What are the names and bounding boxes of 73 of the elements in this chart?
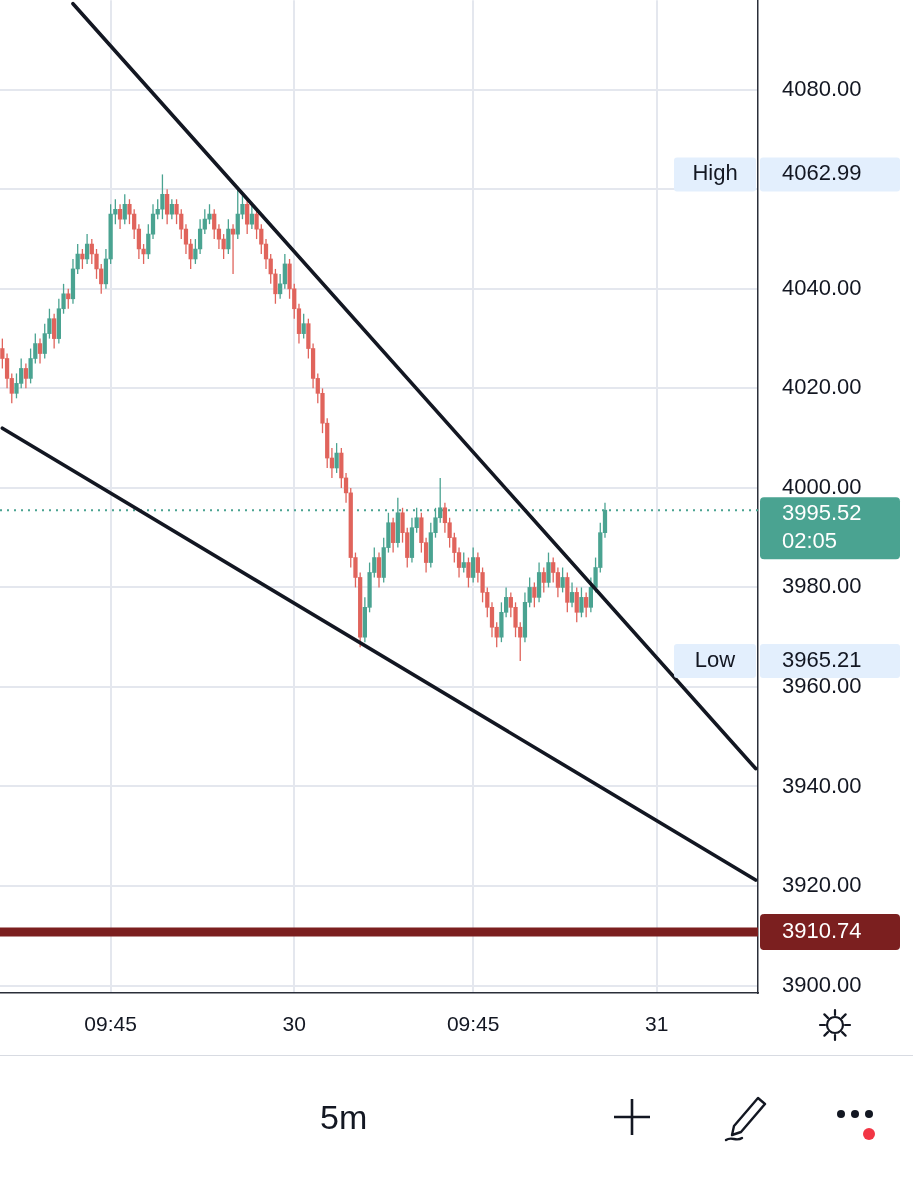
candlestick [160,173,165,220]
candlestick [584,591,589,618]
candlestick [169,198,174,220]
y-tick-label: 3940.00 [782,772,862,798]
candlestick [23,362,29,390]
text: 3965.21 [782,647,862,673]
y-tick-label: 4080.00 [782,75,862,101]
candlestick [471,546,476,584]
candlestick [273,268,278,305]
candlestick [555,566,561,599]
x-tick-label: 31 [645,1012,669,1036]
ref-line-label: 3995.52 [782,500,862,526]
candlestick [37,337,43,365]
y-tick-label: 3960.00 [782,673,862,699]
x-tick-label: 09:45 [446,1012,500,1036]
candlestick [197,218,203,255]
candlestick [84,233,90,265]
candlestick [532,581,537,608]
candlestick [150,203,156,240]
candlestick [560,566,565,594]
y-tick-label: 3980.00 [782,573,862,599]
candlestick [546,551,551,589]
candlestick [212,208,217,240]
candlestick [376,551,382,589]
candlestick [301,313,306,340]
y-tick-label: 4040.00 [782,274,862,300]
candlestick [390,517,396,554]
candlestick [551,556,556,584]
candlestick [263,238,269,270]
candlestick [268,253,273,285]
candlestick [14,372,19,399]
candlestick [259,223,264,255]
candlestick [146,223,151,260]
candlestick [461,551,466,574]
candlestick [282,253,287,290]
candlestick [4,352,10,390]
candlestick [52,313,57,350]
candlestick [174,198,179,225]
y-tick-label: 3920.00 [782,872,862,898]
candlestick [183,223,189,255]
candlestick [136,223,142,260]
candlestick [80,248,85,270]
candlestick [99,263,104,295]
annotation: Low [694,647,736,673]
x-tick-label: 09:45 [84,1012,137,1036]
candlestick [442,502,448,534]
y-tick-label: 3900.00 [782,971,862,997]
y-tick-label: 4020.00 [782,374,862,400]
text: 02:05 [782,528,838,554]
candlestick [165,188,170,225]
x-tick-label: 30 [282,1012,306,1036]
text: 5m [320,1098,368,1137]
annotation: High [692,160,738,186]
candlestick [466,556,471,589]
candlestick [334,442,339,474]
candlestick [513,601,518,638]
candlestick [28,347,33,385]
candlestick [579,586,584,618]
y-tick-label: 4000.00 [782,473,862,499]
candlestick [574,586,579,623]
candlestick [127,198,132,225]
candlestick [94,248,99,280]
candlestick [343,472,349,504]
candlestick [226,218,231,255]
candlestick [188,238,193,270]
text: 4062.99 [782,160,862,186]
candlestick [541,566,546,594]
candlestick [122,193,127,225]
candlestick [75,243,80,275]
candlestick [207,203,212,225]
candlestick [66,288,71,310]
ref-line-label: 3910.74 [782,918,862,944]
candlestick [569,581,575,608]
